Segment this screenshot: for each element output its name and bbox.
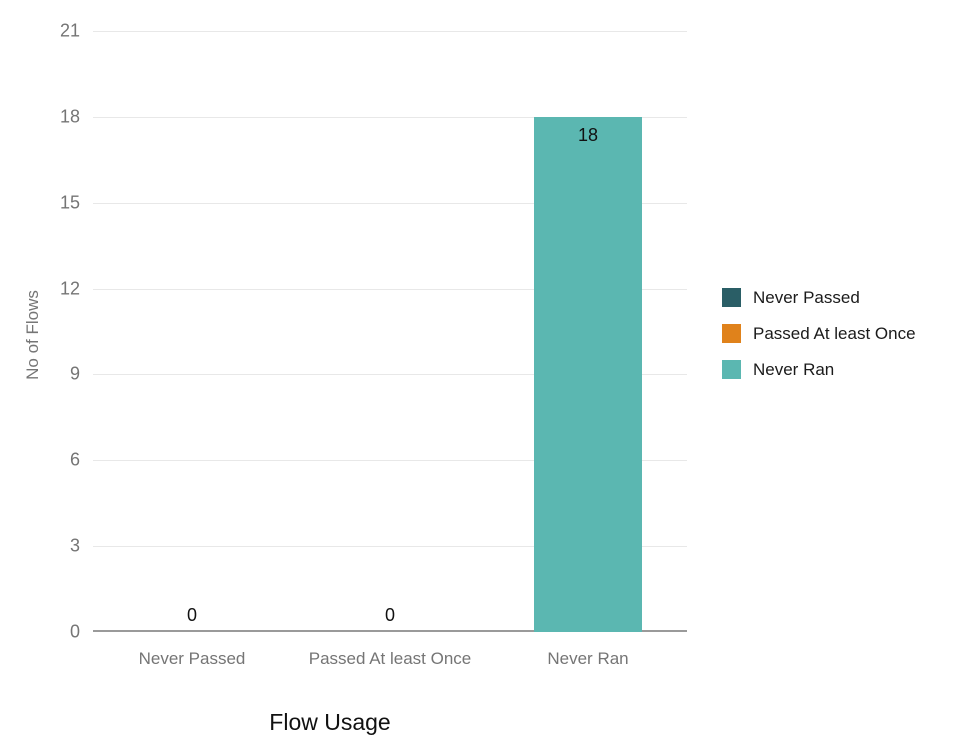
legend-swatch-never-ran	[722, 360, 741, 379]
x-axis-baseline	[93, 630, 687, 632]
y-tick-label-6: 6	[69, 449, 80, 470]
gridline-y-18	[93, 116, 687, 118]
value-label-passed-at-least-once: 0	[384, 605, 396, 625]
x-tick-label-never-passed: Never Passed	[138, 649, 246, 668]
gridline-y-9	[93, 374, 687, 376]
x-axis-title: Flow Usage	[269, 709, 391, 735]
value-label-never-ran: 18	[577, 125, 599, 145]
legend-label-never-ran: Never Ran	[753, 359, 835, 379]
legend-item-never-ran[interactable]: Never Ran	[722, 360, 916, 379]
legend-label-never-passed: Never Passed	[753, 287, 860, 307]
gridline-y-15	[93, 202, 687, 204]
gridline-y-21	[93, 31, 687, 32]
y-tick-label-9: 9	[69, 363, 80, 384]
legend-label-passed-at-least-once: Passed At least Once	[753, 323, 916, 343]
y-tick-label-0: 0	[69, 621, 80, 642]
y-tick-label-15: 15	[59, 192, 80, 213]
y-tick-label-12: 12	[59, 278, 80, 299]
legend-item-passed-at-least-once[interactable]: Passed At least Once	[722, 324, 916, 343]
legend-item-never-passed[interactable]: Never Passed	[722, 288, 916, 307]
gridline-y-3	[93, 546, 687, 548]
legend-swatch-passed-at-least-once	[722, 324, 741, 343]
value-label-never-passed: 0	[186, 605, 198, 625]
chart-legend: Never Passed Passed At least Once Never Ra…	[722, 288, 916, 396]
x-tick-label-never-ran: Never Ran	[547, 649, 629, 668]
plot-area	[93, 31, 687, 632]
bar-never-ran[interactable]	[534, 117, 642, 632]
y-tick-label-18: 18	[59, 106, 80, 127]
legend-swatch-never-passed	[722, 288, 741, 307]
y-tick-label-21: 21	[59, 20, 80, 41]
gridline-y-12	[93, 288, 687, 290]
y-tick-label-3: 3	[69, 535, 80, 556]
gridline-y-6	[93, 460, 687, 462]
x-tick-label-passed-at-least-once: Passed At least Once	[308, 649, 472, 668]
